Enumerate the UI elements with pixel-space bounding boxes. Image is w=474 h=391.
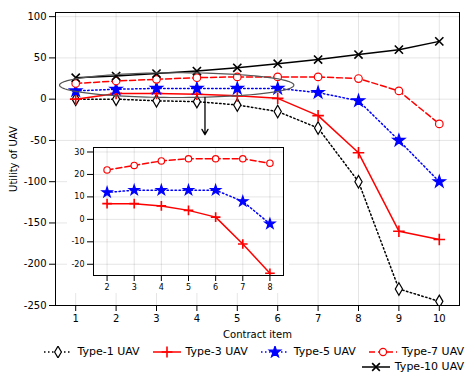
svg-text:9: 9 (396, 313, 402, 324)
svg-text:10: 10 (433, 313, 446, 324)
svg-text:2: 2 (113, 313, 119, 324)
html-text:Type-1 UAV: Type-1 UAV (77, 345, 140, 358)
svg-text:-10: -10 (71, 237, 84, 246)
html-text:Type-3 UAV: Type-3 UAV (185, 345, 248, 358)
svg-text:-250: -250 (24, 300, 47, 311)
svg-text:-100: -100 (24, 176, 47, 187)
svg-text:10: 10 (74, 192, 84, 201)
svg-text:3: 3 (153, 313, 159, 324)
html-text:Type-7 UAV: Type-7 UAV (401, 345, 464, 358)
svg-text:Contract item: Contract item (223, 329, 292, 340)
svg-text:3: 3 (132, 283, 137, 292)
svg-text:1: 1 (73, 313, 79, 324)
svg-text:8: 8 (267, 283, 272, 292)
svg-text:50: 50 (34, 52, 47, 63)
svg-text:0: 0 (79, 215, 84, 224)
svg-text:7: 7 (240, 283, 245, 292)
svg-text:20: 20 (74, 170, 84, 179)
svg-text:-200: -200 (24, 258, 47, 269)
svg-text:-150: -150 (24, 217, 47, 228)
svg-text:-50: -50 (30, 135, 46, 146)
svg-text:-20: -20 (71, 260, 84, 269)
svg-text:5: 5 (186, 283, 191, 292)
svg-text:8: 8 (355, 313, 361, 324)
svg-text:5: 5 (234, 313, 240, 324)
svg-text:100: 100 (27, 11, 46, 22)
svg-text:6: 6 (213, 283, 218, 292)
html-text:Type-10 UAV: Type-10 UAV (394, 360, 464, 373)
svg-text:0: 0 (40, 93, 46, 104)
html-text:Type-5 UAV: Type-5 UAV (293, 345, 356, 358)
svg-text:Utility of UAV: Utility of UAV (8, 126, 19, 192)
svg-text:7: 7 (315, 313, 321, 324)
svg-text:2: 2 (105, 283, 110, 292)
svg-text:30: 30 (74, 148, 84, 157)
svg-text:4: 4 (159, 283, 164, 292)
svg-text:6: 6 (275, 313, 281, 324)
svg-text:4: 4 (194, 313, 200, 324)
